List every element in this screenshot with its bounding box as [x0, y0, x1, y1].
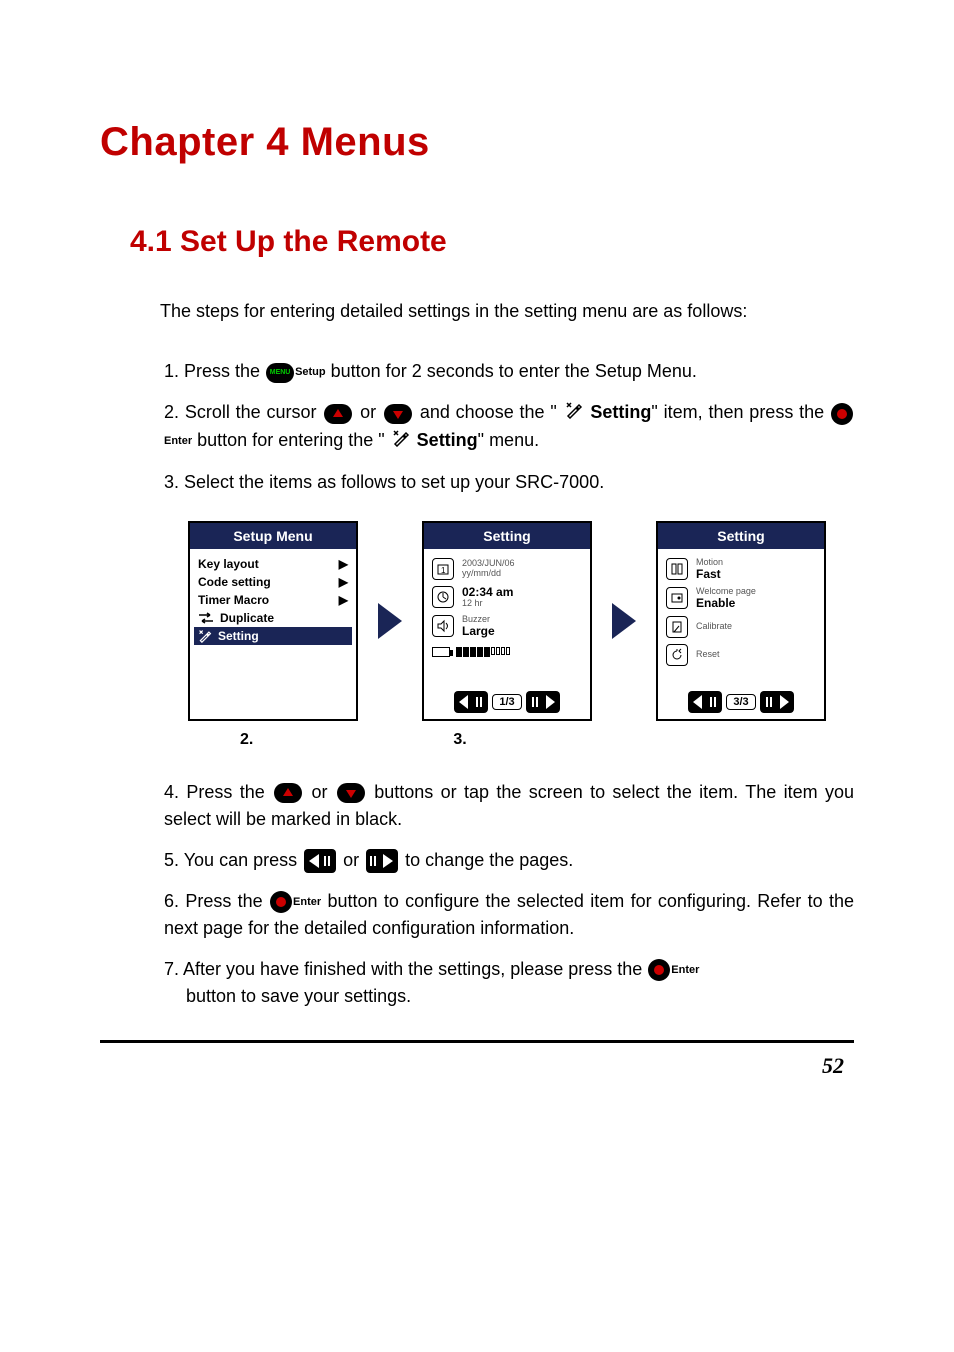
- screen3-pager: 3/3: [658, 687, 824, 719]
- section-title: 4.1 Set Up the Remote: [130, 225, 854, 259]
- step-4-text-b: or: [311, 782, 334, 802]
- setup-label: Setup: [295, 366, 326, 378]
- step-3-text: 3. Select the items as follows to set up…: [160, 469, 854, 496]
- step-6: 6. Press the Enter button to configure t…: [160, 888, 854, 942]
- setting-date: 1 2003/JUN/06yy/mm/dd: [432, 555, 582, 583]
- step-6-text-a: 6. Press the: [164, 891, 269, 911]
- setting-motion: MotionFast: [666, 555, 816, 584]
- arrow-right-icon-1: [378, 603, 402, 639]
- menu-item-setting-selected: Setting: [194, 627, 352, 645]
- footer-rule: [100, 1040, 854, 1043]
- chapter-title: Chapter 4 Menus: [100, 120, 854, 165]
- setting-tool-icon: [565, 400, 583, 427]
- setting-welcome: Welcome pageEnable: [666, 584, 816, 613]
- screen-setting-1: Setting 1 2003/JUN/06yy/mm/dd 02:34 am12…: [422, 521, 592, 721]
- step-4: 4. Press the or buttons or tap the scree…: [160, 779, 854, 833]
- step-2-text-c: and choose the ": [420, 402, 557, 422]
- step-1: 1. Press the MENUSetup button for 2 seco…: [160, 358, 854, 385]
- step-5-text-b: or: [343, 850, 364, 870]
- menu-item-duplicate: Duplicate: [198, 609, 348, 627]
- battery-indicator: [432, 647, 582, 657]
- intro-paragraph: The steps for entering detailed settings…: [160, 299, 854, 323]
- enter-label-3: Enter: [671, 964, 699, 976]
- enter-label-1: Enter: [164, 435, 192, 447]
- step-1-text-b: button for 2 seconds to enter the Setup …: [331, 361, 697, 381]
- menu-button-icon: MENU: [266, 363, 294, 383]
- enter-button-icon-3: [648, 959, 670, 981]
- page-number: 52: [100, 1053, 854, 1079]
- menu-item-keylayout: Key layout▶: [198, 555, 348, 573]
- screen-setup-menu: Setup Menu Key layout▶ Code setting▶ Tim…: [188, 521, 358, 721]
- step-2-text-b: or: [360, 402, 382, 422]
- setting-word-2: Setting: [412, 430, 478, 450]
- screen3-header: Setting: [658, 523, 824, 549]
- cursor-up-icon-2: [274, 783, 302, 803]
- page-right-icon: [366, 849, 398, 873]
- cursor-down-icon-2: [337, 783, 365, 803]
- step-1-text-a: 1. Press the: [164, 361, 265, 381]
- step-5-text-a: 5. You can press: [164, 850, 302, 870]
- setting-word-1: Setting: [585, 402, 652, 422]
- arrow-right-icon-2: [612, 603, 636, 639]
- figure-captions: 2. 3.: [160, 731, 854, 749]
- enter-button-icon: [831, 403, 853, 425]
- step-2-text-e: " item, then press the: [651, 402, 830, 422]
- cursor-up-icon: [324, 404, 352, 424]
- enter-button-icon-2: [270, 891, 292, 913]
- step-5-text-c: to change the pages.: [405, 850, 573, 870]
- screen1-header: Setup Menu: [190, 523, 356, 549]
- setting-calibrate: Calibrate: [666, 613, 816, 641]
- step-3: 3. Select the items as follows to set up…: [160, 469, 854, 496]
- screen2-header: Setting: [424, 523, 590, 549]
- svg-text:1: 1: [441, 566, 446, 575]
- step-5: 5. You can press or to change the pages.: [160, 847, 854, 874]
- setting-reset: Reset: [666, 641, 816, 669]
- setting-tool-icon-2: [392, 428, 410, 455]
- step-2-text-a: 2. Scroll the cursor: [164, 402, 322, 422]
- step-7-text-b: button to save your settings.: [186, 983, 854, 1010]
- screen2-pager: 1/3: [424, 687, 590, 719]
- setting-time: 02:34 am12 hr: [432, 583, 582, 612]
- step-2-text-h: " menu.: [478, 430, 539, 450]
- caption-2: 2.: [240, 731, 253, 749]
- step-2-text-f: button for entering the ": [197, 430, 385, 450]
- menu-item-codesetting: Code setting▶: [198, 573, 348, 591]
- step-7: 7. After you have finished with the sett…: [160, 956, 854, 1010]
- setting-buzzer: BuzzerLarge: [432, 612, 582, 641]
- screens-figure: Setup Menu Key layout▶ Code setting▶ Tim…: [160, 521, 854, 721]
- step-4-text-a: 4. Press the: [164, 782, 272, 802]
- step-7-text-a: 7. After you have finished with the sett…: [164, 959, 647, 979]
- menu-item-timermacro: Timer Macro▶: [198, 591, 348, 609]
- page-left-icon: [304, 849, 336, 873]
- caption-3: 3.: [453, 731, 466, 749]
- step-2: 2. Scroll the cursor or and choose the "…: [160, 399, 854, 455]
- cursor-down-icon: [384, 404, 412, 424]
- screen-setting-3: Setting MotionFast Welcome pageEnable Ca…: [656, 521, 826, 721]
- enter-label-2: Enter: [293, 896, 321, 908]
